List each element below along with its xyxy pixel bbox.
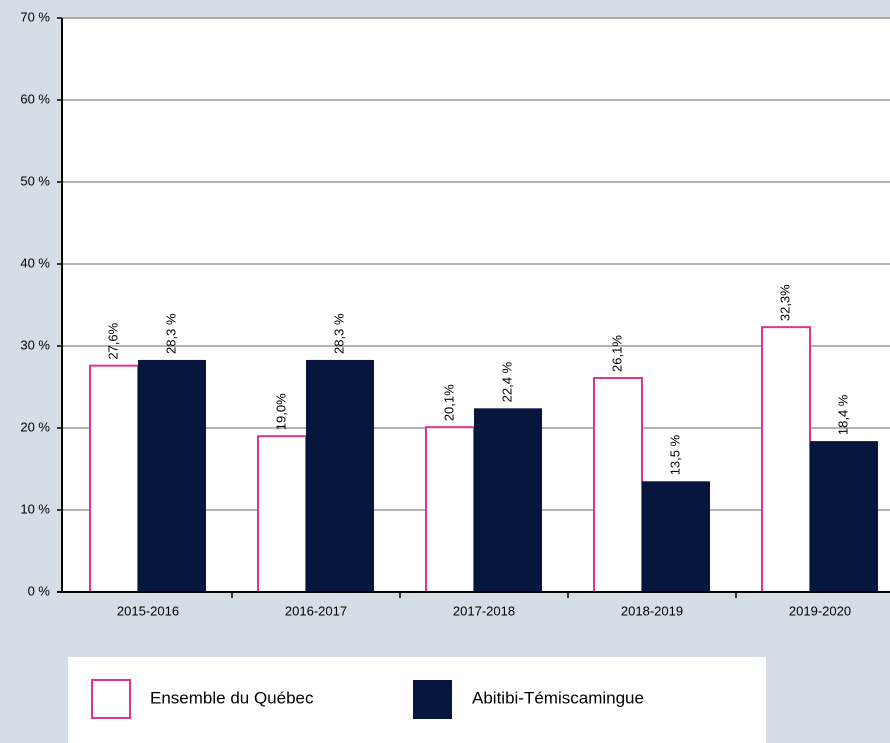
- x-tick-label: 2016-2017: [285, 603, 347, 618]
- legend-label: Ensemble du Québec: [150, 688, 314, 707]
- y-tick-label: 40 %: [20, 255, 50, 270]
- value-label: 18,4 %: [835, 394, 850, 435]
- bar: [642, 481, 710, 592]
- y-tick-label: 20 %: [20, 419, 50, 434]
- y-tick-label: 50 %: [20, 173, 50, 188]
- x-tick-label: 2017-2018: [453, 603, 515, 618]
- y-tick-label: 60 %: [20, 91, 50, 106]
- legend-swatch: [91, 679, 131, 719]
- legend-label: Abitibi-Témiscamingue: [472, 688, 644, 707]
- bar: [761, 326, 811, 593]
- x-tick-label: 2019-2020: [789, 603, 851, 618]
- y-tick-label: 0 %: [28, 583, 51, 598]
- value-label: 28,3 %: [331, 313, 346, 354]
- bar: [89, 364, 139, 593]
- bar: [593, 376, 643, 594]
- bar: [474, 408, 542, 592]
- bar: [306, 359, 374, 592]
- x-tick-label: 2015-2016: [117, 603, 179, 618]
- value-label: 19,0%: [273, 393, 288, 430]
- value-label: 27,6%: [105, 322, 120, 359]
- value-label: 28,3 %: [163, 313, 178, 354]
- value-label: 20,1%: [441, 384, 456, 421]
- bar: [810, 441, 878, 592]
- bar: [425, 426, 475, 593]
- value-label: 32,3%: [777, 284, 792, 321]
- value-label: 26,1%: [609, 335, 624, 372]
- y-tick-label: 10 %: [20, 501, 50, 516]
- x-tick-label: 2018-2019: [621, 603, 683, 618]
- value-label: 13,5 %: [667, 434, 682, 475]
- y-tick-label: 30 %: [20, 337, 50, 352]
- bar: [257, 435, 307, 594]
- y-tick-label: 70 %: [20, 9, 50, 24]
- legend-swatch: [413, 680, 452, 719]
- bar: [138, 359, 206, 592]
- value-label: 22,4 %: [499, 361, 514, 402]
